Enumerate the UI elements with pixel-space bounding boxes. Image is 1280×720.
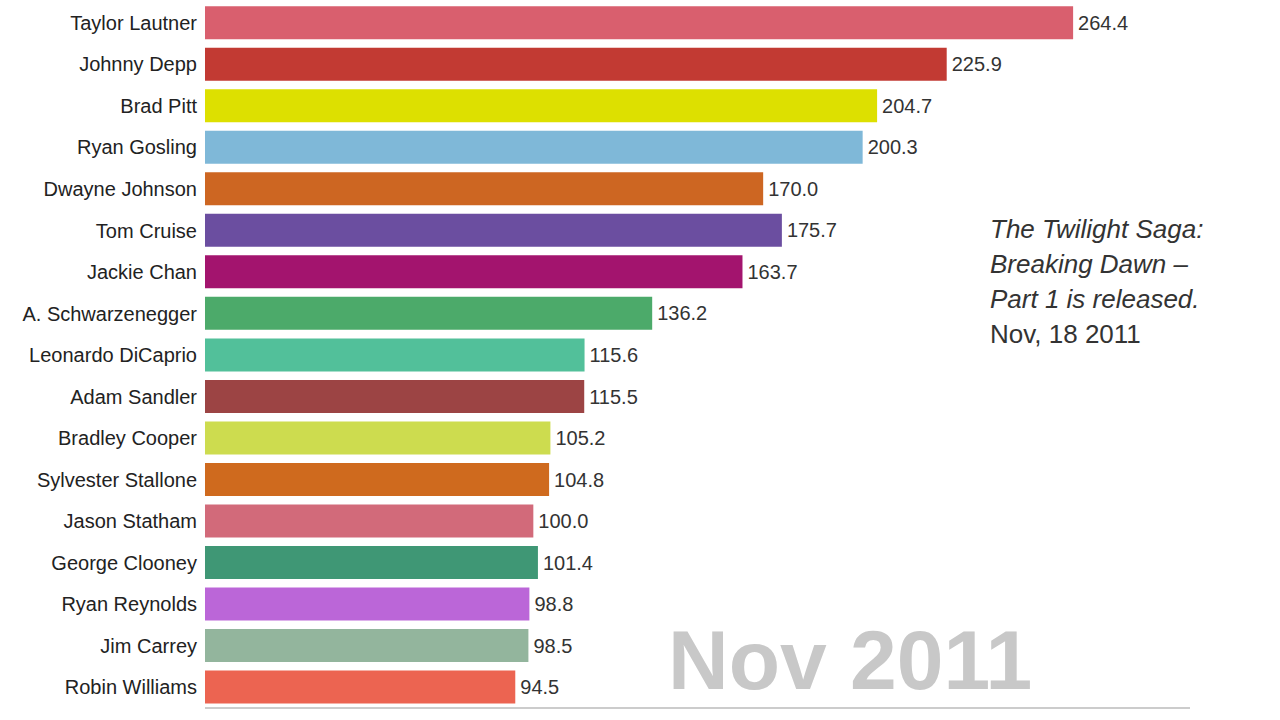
svg-text:Johnny Depp: Johnny Depp (79, 53, 197, 75)
svg-text:A. Schwarzenegger: A. Schwarzenegger (22, 303, 197, 325)
svg-text:Jim Carrey: Jim Carrey (100, 635, 197, 657)
svg-text:264.4: 264.4 (1078, 12, 1128, 34)
svg-text:175.7: 175.7 (787, 219, 837, 241)
svg-text:136.2: 136.2 (657, 302, 707, 324)
svg-text:Dwayne Johnson: Dwayne Johnson (44, 178, 197, 200)
svg-text:104.8: 104.8 (554, 469, 604, 491)
svg-text:Sylvester Stallone: Sylvester Stallone (37, 469, 197, 491)
svg-text:George Clooney: George Clooney (51, 552, 197, 574)
svg-text:163.7: 163.7 (747, 261, 797, 283)
svg-text:Robin Williams: Robin Williams (65, 676, 197, 698)
svg-text:98.5: 98.5 (533, 635, 572, 657)
svg-text:Bradley Cooper: Bradley Cooper (58, 427, 197, 449)
svg-text:Brad Pitt: Brad Pitt (120, 95, 197, 117)
svg-text:Ryan Reynolds: Ryan Reynolds (61, 593, 197, 615)
svg-text:170.0: 170.0 (768, 178, 818, 200)
svg-text:200.3: 200.3 (868, 136, 918, 158)
html-text:Nov 2011: Nov 2011 (668, 613, 1033, 707)
html-text:Nov, 18 2011: Nov, 18 2011 (990, 319, 1141, 349)
svg-text:98.8: 98.8 (534, 593, 573, 615)
svg-text:204.7: 204.7 (882, 95, 932, 117)
svg-text:105.2: 105.2 (555, 427, 605, 449)
svg-text:115.5: 115.5 (589, 386, 638, 408)
html-text:Breaking Dawn –: Breaking Dawn – (990, 249, 1188, 279)
svg-text:Tom Cruise: Tom Cruise (96, 220, 197, 242)
svg-text:94.5: 94.5 (520, 676, 559, 698)
svg-text:101.4: 101.4 (543, 552, 593, 574)
svg-text:225.9: 225.9 (952, 53, 1002, 75)
svg-text:Jackie Chan: Jackie Chan (87, 261, 197, 283)
svg-text:115.6: 115.6 (590, 344, 639, 366)
svg-text:Ryan Gosling: Ryan Gosling (77, 136, 197, 158)
svg-text:Taylor Lautner: Taylor Lautner (70, 12, 197, 34)
html-text:The Twilight Saga:: The Twilight Saga: (990, 214, 1204, 244)
svg-text:Jason Statham: Jason Statham (64, 510, 197, 532)
html-text:Part 1 is released.: Part 1 is released. (990, 284, 1200, 314)
svg-text:Leonardo DiCaprio: Leonardo DiCaprio (29, 344, 197, 366)
svg-text:Adam Sandler: Adam Sandler (70, 386, 197, 408)
svg-text:100.0: 100.0 (538, 510, 588, 532)
